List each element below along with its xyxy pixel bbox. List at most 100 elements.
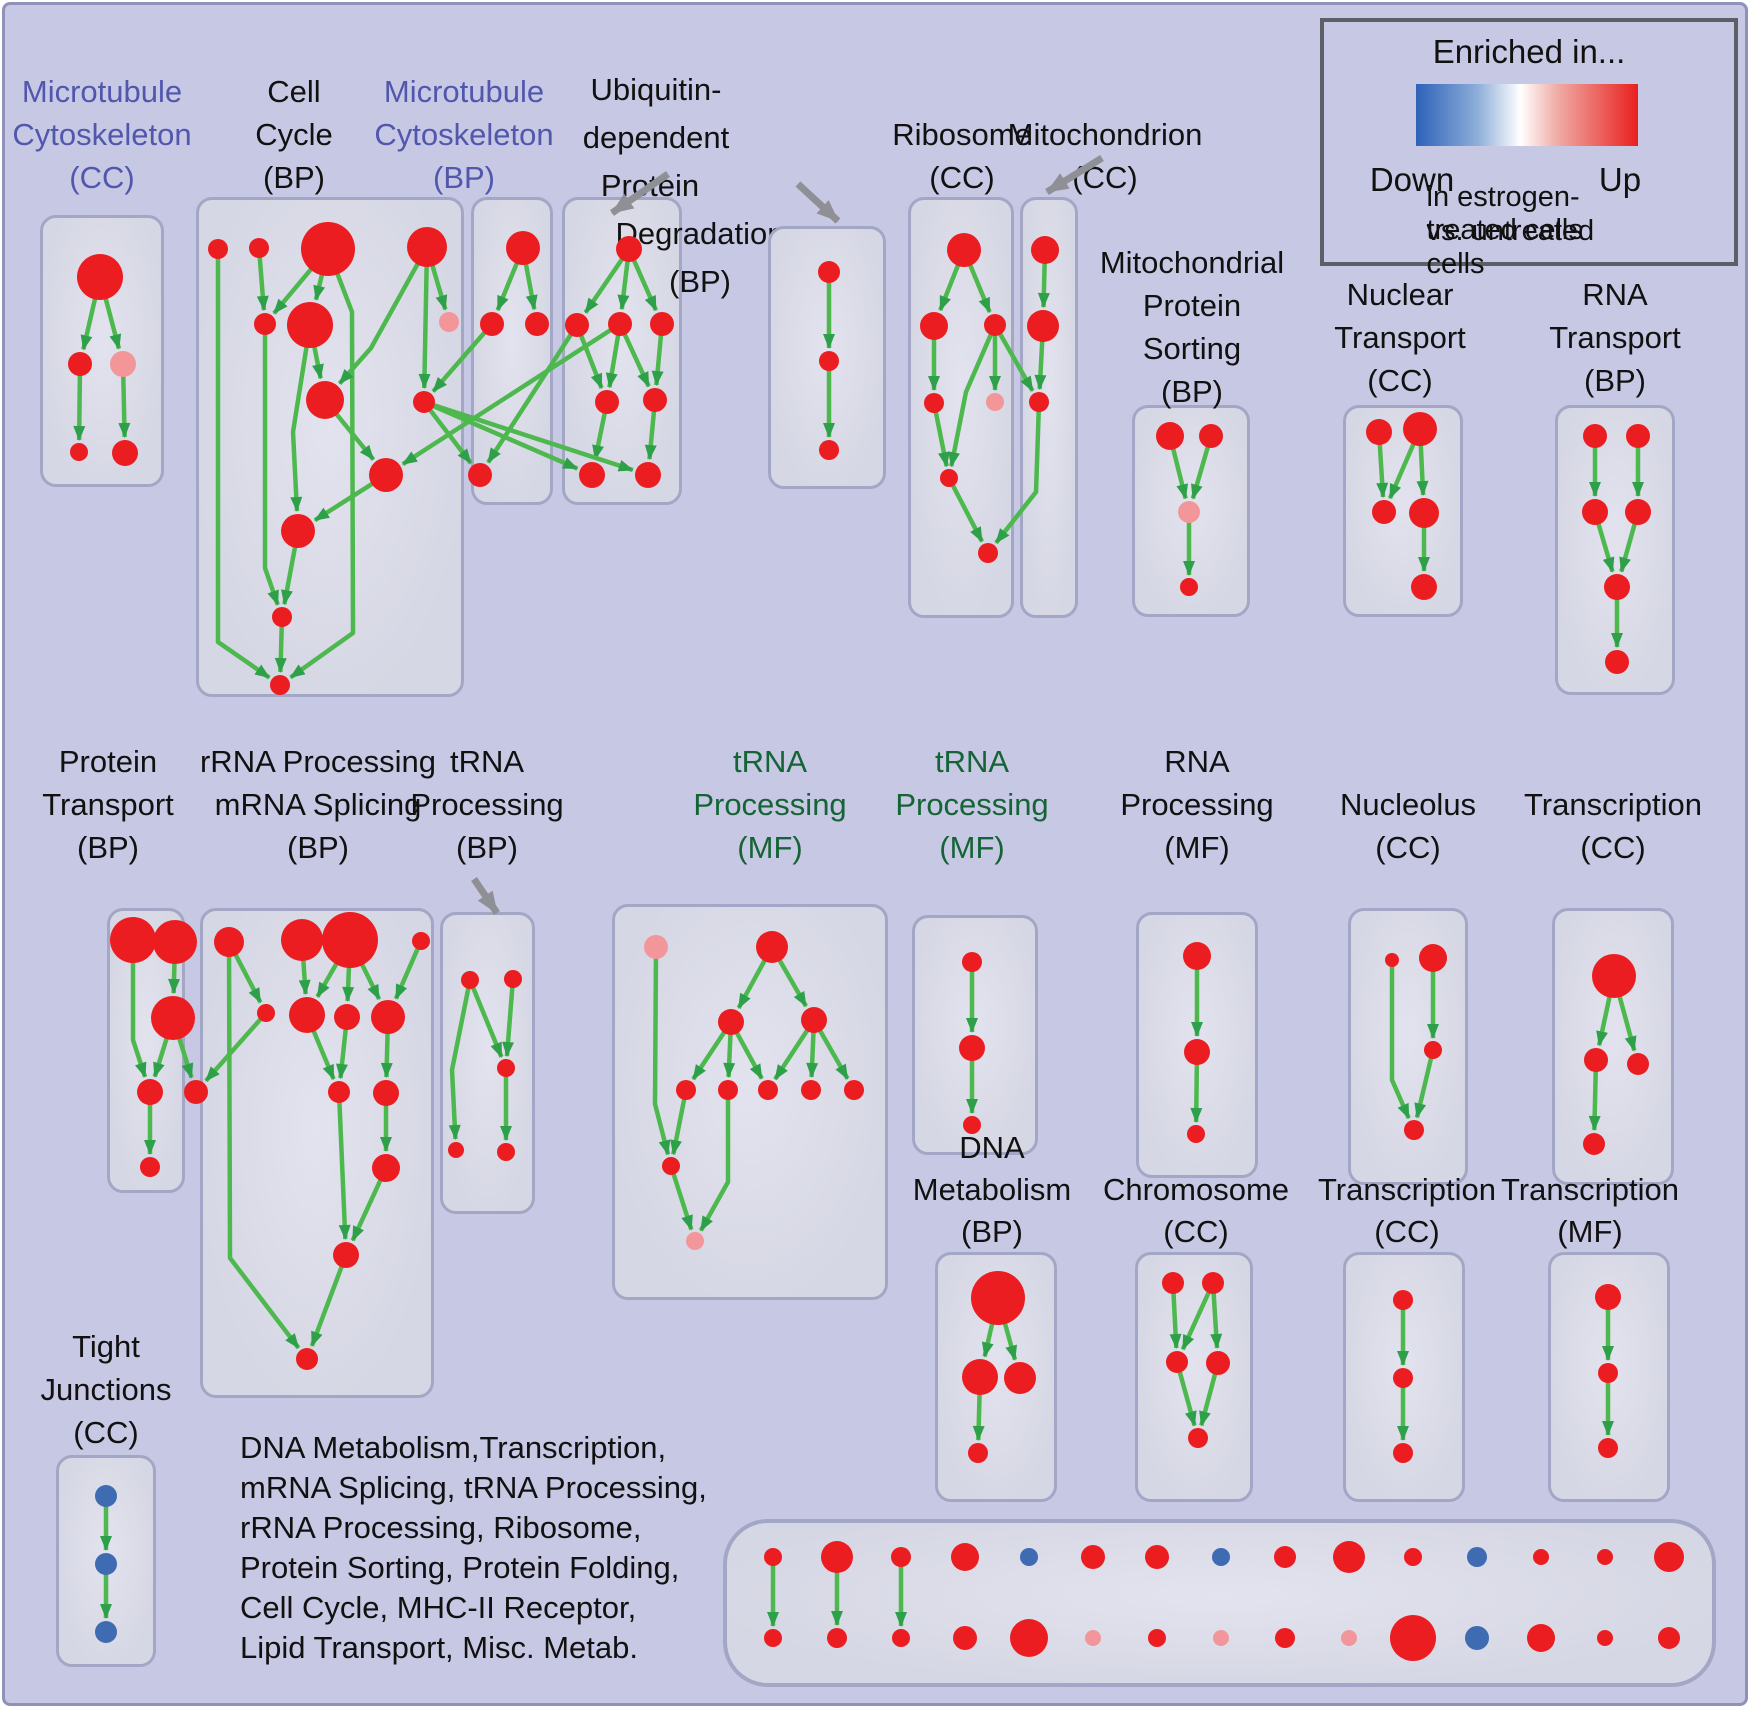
- annotation-line: Protein Sorting, Protein Folding,: [240, 1550, 680, 1585]
- cluster-label-cell-cycle-bp-line-1: Cycle: [255, 117, 333, 152]
- cluster-label-dna-metabolism-bp-line-0: DNA: [959, 1130, 1025, 1165]
- cluster-label-trna-processing-mf-2-line-2: (MF): [939, 830, 1005, 865]
- cluster-box-transcription-cc-row2: [1552, 908, 1674, 1185]
- legend-title: Enriched in...: [1432, 33, 1626, 70]
- cluster-box-nuclear-transport-cc: [1343, 405, 1463, 617]
- cluster-label-rna-transport-bp-line-0: RNA: [1582, 277, 1648, 312]
- cluster-box-tight-junctions-cc: [56, 1455, 156, 1667]
- cluster-label-mitochondrion-cc-line-1: (CC): [1072, 160, 1138, 195]
- cluster-box-trna-processing-bp: [440, 912, 535, 1214]
- cluster-box-dna-metabolism-bp: [935, 1252, 1057, 1502]
- cluster-label-tight-junctions-cc-line-1: Junctions: [40, 1372, 172, 1407]
- cluster-box-ribosome-cc: [908, 197, 1014, 618]
- cluster-label-protein-transport-bp-line-0: Protein: [58, 744, 158, 779]
- cluster-box-transcription-mf: [1548, 1252, 1670, 1502]
- cluster-label-trna-processing-mf-1-line-2: (MF): [737, 830, 803, 865]
- cluster-label-nuclear-transport-cc-line-2: (CC): [1367, 363, 1433, 398]
- cluster-label-transcription-cc-row2-line-0: Transcription: [1523, 787, 1703, 822]
- cluster-box-protein-transport-bp: [107, 908, 185, 1193]
- cluster-box-mitochondrial-protein-sorting-bp: [1132, 405, 1250, 617]
- cluster-label-transcription-mf-line-1: (MF): [1557, 1214, 1623, 1249]
- cluster-label-rna-processing-mf-line-0: RNA: [1164, 744, 1230, 779]
- annotation-line: Cell Cycle, MHC-II Receptor,: [240, 1590, 637, 1625]
- cluster-label-trna-processing-bp-line-0: tRNA: [449, 744, 525, 779]
- cluster-label-tight-junctions-cc-line-0: Tight: [72, 1329, 140, 1364]
- cluster-label-transcription-cc-row2-line-1: (CC): [1580, 830, 1646, 865]
- cluster-label-microtubule-cytoskeleton-cc-line-1: Cytoskeleton: [12, 117, 192, 152]
- cluster-label-ubiquitin-degradation-bp-1-line-2: Protein: [600, 168, 700, 203]
- cluster-label-microtubule-cytoskeleton-cc-line-0: Microtubule: [21, 74, 183, 109]
- legend-caption-line1: in estrogen-treated cells: [1426, 181, 1583, 246]
- cluster-label-mitochondrion-cc-line-0: Mitochondrion: [1007, 117, 1203, 152]
- cluster-label-cell-cycle-bp-line-2: (BP): [263, 160, 325, 195]
- cluster-box-microtubule-cytoskeleton-bp: [471, 197, 553, 505]
- annotation-line: rRNA Processing, Ribosome,: [240, 1510, 642, 1545]
- cluster-label-ubiquitin-degradation-bp-1-line-3: Degradation: [615, 216, 785, 251]
- cluster-box-rna-transport-bp: [1555, 405, 1675, 695]
- cluster-box-trna-processing-mf-2: [912, 915, 1038, 1155]
- cluster-label-dna-metabolism-bp-line-1: Metabolism: [912, 1172, 1072, 1207]
- cluster-label-nuclear-transport-cc-line-0: Nuclear: [1346, 277, 1454, 312]
- cluster-label-transcription-cc-row3-line-1: (CC): [1374, 1214, 1440, 1249]
- cluster-label-microtubule-cytoskeleton-bp-line-0: Microtubule: [383, 74, 545, 109]
- cluster-box-mitochondrion-cc: [1020, 197, 1078, 618]
- legend-up-label: Up: [1598, 161, 1642, 198]
- cluster-label-rna-transport-bp-line-1: Transport: [1549, 320, 1681, 355]
- annotation-line: Lipid Transport, Misc. Metab.: [240, 1630, 638, 1665]
- annotation-text-block: DNA Metabolism,Transcription, mRNA Splici…: [240, 1428, 707, 1668]
- cluster-box-trna-processing-mf-1: [612, 904, 888, 1300]
- cluster-label-ribosome-cc-line-1: (CC): [929, 160, 995, 195]
- cluster-label-trna-processing-bp-line-1: Processing: [410, 787, 564, 822]
- cluster-label-ubiquitin-degradation-bp-1-line-0: Ubiquitin-: [590, 72, 722, 107]
- cluster-label-rrna-processing-mrna-splicing-bp-line-1: mRNA Splicing: [214, 787, 422, 822]
- cluster-label-tight-junctions-cc-line-2: (CC): [73, 1415, 139, 1450]
- cluster-label-cell-cycle-bp-line-0: Cell: [267, 74, 321, 109]
- cluster-label-microtubule-cytoskeleton-bp-line-1: Cytoskeleton: [374, 117, 554, 152]
- cluster-label-rna-processing-mf-line-1: Processing: [1120, 787, 1274, 822]
- cluster-box-rna-processing-mf: [1136, 912, 1258, 1178]
- cluster-box-mixed-terms-strip: [723, 1519, 1716, 1687]
- cluster-label-ribosome-cc-line-0: Ribosome: [892, 117, 1032, 152]
- cluster-label-rna-transport-bp-line-2: (BP): [1584, 363, 1646, 398]
- cluster-label-transcription-cc-row3-line-0: Transcription: [1317, 1172, 1497, 1207]
- cluster-label-nucleolus-cc-line-0: Nucleolus: [1339, 787, 1477, 822]
- cluster-box-cell-cycle-bp: [196, 197, 464, 697]
- cluster-box-nucleolus-cc: [1348, 908, 1468, 1185]
- legend-down-label: Down: [1369, 161, 1455, 198]
- cluster-label-rna-processing-mf-line-2: (MF): [1164, 830, 1230, 865]
- legend: Enriched in... Down Up in estrogen-treat…: [1320, 18, 1738, 280]
- cluster-label-microtubule-cytoskeleton-bp-line-2: (BP): [433, 160, 495, 195]
- cluster-label-trna-processing-mf-2-line-0: tRNA: [934, 744, 1010, 779]
- cluster-label-trna-processing-mf-1-line-1: Processing: [693, 787, 847, 822]
- legend-gradient-bar: [1416, 84, 1638, 146]
- cluster-label-mitochondrial-protein-sorting-bp-line-0: Mitochondrial: [1099, 245, 1285, 280]
- cluster-label-mitochondrial-protein-sorting-bp-line-2: Sorting: [1142, 331, 1242, 366]
- cluster-label-trna-processing-bp-line-2: (BP): [456, 830, 518, 865]
- cluster-label-dna-metabolism-bp-line-2: (BP): [961, 1214, 1023, 1249]
- cluster-label-trna-processing-mf-1-line-0: tRNA: [732, 744, 808, 779]
- cluster-label-microtubule-cytoskeleton-cc-line-2: (CC): [69, 160, 135, 195]
- cluster-box-rrna-processing-mrna-splicing-bp: [200, 908, 434, 1398]
- cluster-label-mitochondrial-protein-sorting-bp-line-3: (BP): [1161, 374, 1223, 409]
- cluster-label-ubiquitin-degradation-bp-1-line-4: (BP): [669, 264, 731, 299]
- cluster-label-chromosome-cc-line-1: (CC): [1163, 1214, 1229, 1249]
- cluster-label-rrna-processing-mrna-splicing-bp-line-0: rRNA Processing: [199, 744, 437, 779]
- cluster-label-chromosome-cc-line-0: Chromosome: [1102, 1172, 1290, 1207]
- cluster-label-nucleolus-cc-line-1: (CC): [1375, 830, 1441, 865]
- cluster-label-mitochondrial-protein-sorting-bp-line-1: Protein: [1142, 288, 1242, 323]
- cluster-label-ubiquitin-degradation-bp-1-line-1: dependent: [582, 120, 730, 155]
- annotation-line: mRNA Splicing, tRNA Processing,: [240, 1470, 707, 1505]
- cluster-label-protein-transport-bp-line-1: Transport: [42, 787, 174, 822]
- cluster-label-rrna-processing-mrna-splicing-bp-line-2: (BP): [287, 830, 349, 865]
- cluster-box-transcription-cc-row3: [1343, 1252, 1465, 1502]
- legend-caption-line2: vs. untreated cells: [1426, 215, 1595, 280]
- cluster-box-chromosome-cc: [1135, 1252, 1253, 1502]
- cluster-label-nuclear-transport-cc-line-1: Transport: [1334, 320, 1466, 355]
- annotation-line: DNA Metabolism,Transcription,: [240, 1430, 667, 1465]
- cluster-label-transcription-mf-line-0: Transcription: [1500, 1172, 1680, 1207]
- cluster-box-microtubule-cytoskeleton-cc: [40, 215, 164, 487]
- cluster-label-trna-processing-mf-2-line-1: Processing: [895, 787, 1049, 822]
- cluster-box-ubiquitin-degradation-bp-2: [768, 226, 886, 489]
- cluster-label-protein-transport-bp-line-2: (BP): [77, 830, 139, 865]
